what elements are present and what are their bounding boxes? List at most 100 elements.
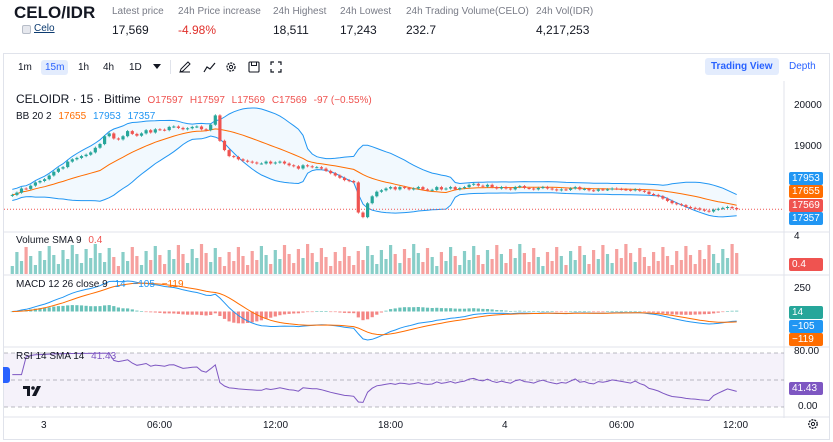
gear-icon[interactable] — [224, 60, 238, 74]
volume-bar — [707, 245, 711, 274]
candle-body — [176, 126, 180, 128]
candle-body — [582, 188, 586, 190]
macd-histogram-bar — [218, 311, 222, 316]
macd-histogram-bar — [149, 311, 153, 313]
volume-bar — [527, 262, 531, 274]
volume-bar — [578, 246, 582, 274]
volume-bar — [287, 254, 291, 274]
macd-histogram-bar — [721, 311, 725, 313]
volume-bar — [241, 256, 245, 274]
macd-histogram-bar — [84, 305, 88, 312]
volume-bar — [121, 252, 125, 274]
candle-body — [467, 184, 471, 188]
macd-histogram-bar — [333, 311, 337, 313]
candle-body — [259, 163, 263, 165]
timeframe-15m[interactable]: 15m — [41, 60, 69, 75]
candle-body — [306, 165, 310, 167]
stat-item: 24h Highest 18,511 — [273, 6, 326, 37]
macd-histogram-bar — [467, 308, 471, 312]
volume-bar — [430, 257, 434, 274]
signal-price-label: −105 — [789, 320, 823, 333]
close-value: C17569 — [271, 95, 307, 106]
candle-body — [504, 187, 508, 189]
volume-bar — [356, 251, 360, 274]
candle-body — [389, 187, 393, 189]
coin-icon — [22, 25, 31, 34]
volume-bar — [550, 261, 554, 274]
bb-lower-line — [12, 135, 737, 218]
macd-histogram-bar — [647, 311, 651, 313]
coin-link[interactable]: Celo — [34, 23, 55, 34]
signal-value: −105 — [132, 279, 155, 290]
volume-bar — [361, 260, 365, 274]
macd-histogram-bar — [250, 311, 254, 323]
volume-bar — [29, 256, 33, 274]
candle-body — [615, 188, 619, 190]
candle-body — [462, 187, 467, 189]
pencil-icon[interactable] — [178, 60, 192, 74]
macd-histogram-bar — [702, 311, 706, 315]
tradingview-logo[interactable] — [23, 384, 41, 399]
macd-histogram-bar — [698, 311, 702, 315]
macd-histogram-bar — [246, 311, 250, 323]
panel-toggle-handle[interactable] — [3, 367, 10, 383]
snapshot-icon[interactable] — [247, 60, 261, 74]
candle-body — [702, 209, 706, 211]
candle-body — [444, 188, 448, 190]
candle-body — [70, 159, 74, 162]
volume-bar — [476, 255, 480, 274]
macd-histogram-bar — [292, 311, 296, 314]
macd-histogram-bar — [444, 308, 448, 312]
macd-histogram-bar — [499, 310, 503, 312]
macd-histogram-bar — [89, 306, 93, 312]
volume-bar — [675, 251, 679, 274]
macd-histogram-bar — [199, 311, 204, 316]
candle-body — [213, 115, 217, 125]
macd-histogram-bar — [130, 309, 134, 312]
volume-bar — [56, 264, 60, 274]
volume-bar — [103, 262, 107, 274]
volume-bar — [453, 256, 457, 274]
candle-body — [329, 170, 333, 174]
macd-histogram-bar — [416, 307, 420, 312]
trading-view-button[interactable]: Trading View — [705, 58, 779, 75]
volume-bar — [698, 250, 702, 274]
candle-body — [75, 157, 79, 160]
candle-body — [195, 126, 199, 128]
candle-body — [278, 161, 282, 163]
axis-settings-icon[interactable] — [807, 418, 819, 433]
timeframe-1h[interactable]: 1h — [78, 62, 90, 73]
macd-histogram-bar — [730, 310, 734, 312]
macd-histogram-bar — [190, 311, 194, 315]
macd-tick: 250 — [794, 283, 811, 294]
indicators-icon[interactable] — [202, 60, 216, 74]
chart-canvas[interactable] — [4, 81, 829, 439]
macd-histogram-bar — [213, 311, 217, 314]
macd-histogram-bar — [112, 306, 116, 312]
macd-histogram-bar — [10, 311, 14, 313]
volume-bar — [259, 246, 263, 274]
macd-histogram-bar — [209, 311, 213, 315]
volume-bar — [370, 255, 374, 274]
timeframe-4h[interactable]: 4h — [103, 62, 115, 73]
candle-body — [384, 188, 388, 191]
macd-histogram-bar — [439, 308, 443, 312]
depth-button[interactable]: Depth — [789, 61, 816, 72]
candle-body — [675, 203, 679, 205]
macd-histogram-bar — [522, 310, 526, 312]
volume-bar — [573, 260, 577, 274]
candle-body — [495, 187, 499, 189]
stat-item: Latest price 17,569 — [112, 6, 164, 37]
fullscreen-icon[interactable] — [269, 60, 283, 74]
candle-body — [532, 188, 536, 190]
volume-bar — [255, 260, 259, 274]
candle-body — [481, 185, 485, 187]
macd-legend: MACD 12 26 close 9 14 −105 −119 — [16, 279, 188, 290]
candle-body — [398, 187, 402, 190]
candle-body — [204, 129, 208, 131]
timeframe-1m[interactable]: 1m — [18, 62, 32, 73]
chevron-down-icon[interactable] — [150, 60, 164, 74]
rsi-price-label: 41.43 — [789, 382, 823, 395]
timeframe-1D[interactable]: 1D — [129, 62, 142, 73]
candle-body — [476, 183, 480, 186]
